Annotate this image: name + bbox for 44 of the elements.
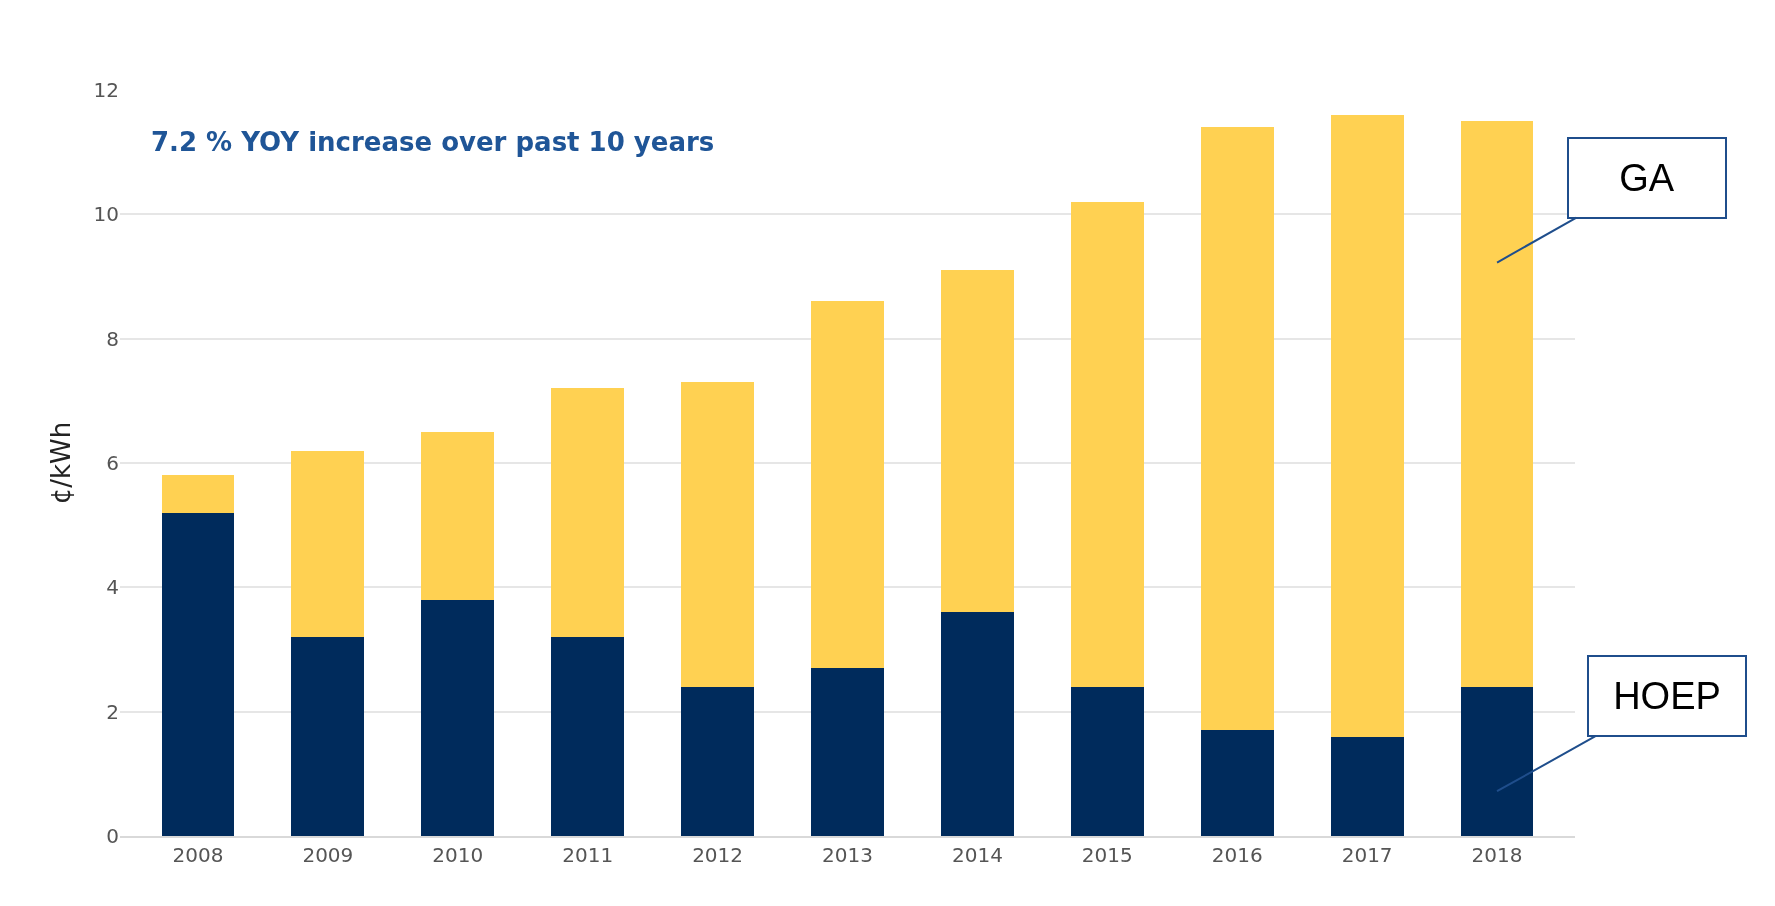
x-tick-label: 2013 bbox=[822, 843, 873, 867]
bar bbox=[941, 612, 1014, 836]
x-tick-label: 2009 bbox=[302, 843, 354, 867]
y-tick-label: 4 bbox=[106, 575, 119, 600]
bar bbox=[1200, 730, 1274, 836]
bar bbox=[1460, 121, 1534, 687]
x-tick-label: 2011 bbox=[562, 843, 614, 867]
bar bbox=[811, 301, 884, 669]
bar bbox=[291, 637, 365, 836]
x-tick-label: 2018 bbox=[1471, 843, 1523, 867]
bar bbox=[1200, 127, 1274, 731]
bar bbox=[1070, 201, 1144, 687]
bar bbox=[681, 686, 754, 836]
y-tick-label: 8 bbox=[106, 326, 119, 351]
bar bbox=[681, 382, 754, 687]
x-tick-label: 2017 bbox=[1341, 843, 1393, 867]
y-axis-title: ¢/kWh bbox=[45, 421, 76, 505]
x-tick-label: 2010 bbox=[432, 843, 484, 867]
bar bbox=[161, 475, 235, 513]
x-tick-label: 2012 bbox=[692, 843, 744, 867]
bar bbox=[1070, 686, 1144, 836]
bar bbox=[1330, 736, 1404, 836]
bar bbox=[551, 388, 625, 638]
bar bbox=[551, 637, 625, 836]
y-tick-label: 10 bbox=[93, 202, 119, 227]
y-tick-label: 0 bbox=[106, 824, 119, 848]
x-tick-label: 2016 bbox=[1211, 843, 1263, 867]
x-tick-label: 2015 bbox=[1081, 843, 1133, 867]
text: HOEP bbox=[1613, 675, 1721, 717]
bar bbox=[291, 450, 365, 638]
bar bbox=[1330, 114, 1404, 737]
bar bbox=[941, 270, 1014, 613]
x-tick-label: 2014 bbox=[951, 843, 1003, 867]
text: GA bbox=[1619, 157, 1675, 199]
bar bbox=[1460, 686, 1534, 836]
y-tick-label: 12 bbox=[93, 78, 119, 102]
bar bbox=[161, 512, 235, 836]
annotation: 7.2 % YOY increase over past 10 years bbox=[151, 127, 715, 157]
x-tick-label: 2008 bbox=[172, 843, 224, 867]
y-tick-label: 2 bbox=[106, 699, 119, 724]
bar bbox=[421, 599, 495, 836]
bar bbox=[811, 668, 884, 836]
y-tick-label: 6 bbox=[106, 451, 119, 475]
bar bbox=[421, 431, 495, 600]
